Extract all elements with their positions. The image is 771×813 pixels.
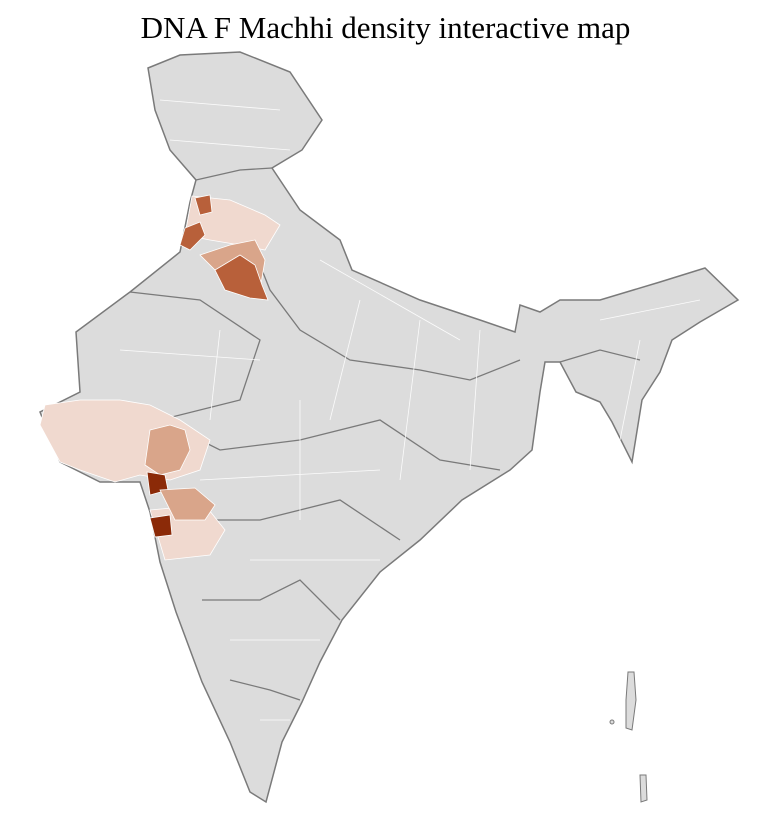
andaman-islands[interactable] bbox=[625, 671, 637, 731]
region-punjab-high-2[interactable] bbox=[179, 221, 206, 251]
island-groups bbox=[609, 671, 648, 803]
region-punjab-high[interactable] bbox=[194, 194, 213, 216]
district-borders bbox=[119, 99, 701, 721]
lakshadweep-islands[interactable] bbox=[609, 719, 615, 725]
region-maharashtra-mid[interactable] bbox=[159, 487, 216, 521]
region-maharashtra-max[interactable] bbox=[149, 514, 173, 538]
region-gujarat-mid[interactable] bbox=[144, 424, 191, 476]
map-title: DNA F Machhi density interactive map bbox=[140, 10, 631, 45]
nicobar-islands[interactable] bbox=[639, 774, 648, 803]
density-regions bbox=[39, 194, 281, 561]
region-haryana-high[interactable] bbox=[214, 254, 269, 301]
